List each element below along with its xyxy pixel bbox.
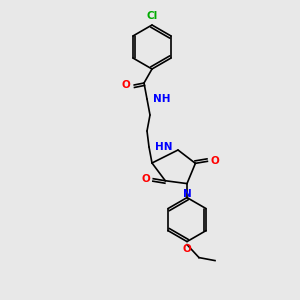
Text: O: O <box>210 156 219 166</box>
Text: NH: NH <box>153 94 170 104</box>
Text: O: O <box>121 80 130 90</box>
Text: O: O <box>142 174 150 184</box>
Text: HN: HN <box>155 142 172 152</box>
Text: O: O <box>183 244 191 254</box>
Text: N: N <box>183 189 191 199</box>
Text: Cl: Cl <box>146 11 158 21</box>
